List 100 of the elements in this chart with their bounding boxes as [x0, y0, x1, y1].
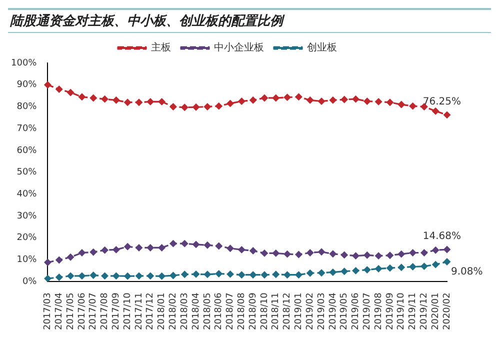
point: [136, 98, 142, 106]
point: [170, 103, 177, 110]
point: [44, 81, 52, 88]
x-tick-label: 2018/02: [168, 292, 179, 330]
point: [295, 271, 302, 278]
point: [67, 272, 74, 280]
x-tick-label: 2018/07: [226, 292, 236, 330]
x-tick-label: 2017/06: [77, 292, 88, 330]
x-tick-label: 2018/06: [214, 292, 224, 330]
legend-label: 创业板: [307, 42, 337, 54]
point: [250, 271, 256, 278]
x-tick-label: 2018/10: [260, 292, 270, 330]
y-tick-label: 50%: [16, 168, 38, 178]
point: [56, 86, 63, 93]
point: [124, 272, 131, 280]
point: [284, 271, 291, 278]
x-tick-label: 2020/01: [430, 292, 441, 330]
point: [147, 272, 154, 280]
point: [238, 271, 246, 278]
point: [340, 268, 348, 275]
point: [147, 98, 154, 106]
point: [352, 252, 360, 260]
point: [295, 93, 302, 100]
point: [398, 101, 405, 108]
point: [226, 100, 234, 107]
data-label: 9.08%: [451, 266, 483, 278]
point: [181, 270, 188, 278]
point: [330, 96, 336, 104]
point: [181, 104, 188, 111]
x-tick-label: 2018/01: [157, 292, 168, 330]
y-tick-label: 20%: [16, 233, 38, 244]
y-tick-label: 100%: [10, 58, 38, 68]
x-tick-label: 2018/08: [237, 292, 248, 330]
point: [204, 242, 211, 249]
point: [56, 274, 63, 281]
x-tick-label: 2017/04: [54, 292, 64, 330]
point: [330, 250, 336, 258]
point: [67, 89, 74, 96]
x-tick-label: 2019/12: [420, 292, 430, 330]
point: [409, 263, 416, 270]
point: [444, 112, 450, 118]
point: [386, 252, 394, 259]
x-tick-label: 2018/09: [248, 292, 258, 330]
point: [90, 94, 97, 102]
x-tick-label: 2018/11: [271, 292, 282, 330]
point: [444, 246, 450, 253]
y-tick-label: 70%: [16, 124, 38, 134]
x-tick-label: 2019/05: [340, 292, 350, 330]
point: [215, 270, 222, 278]
x-tick-label: 2019/11: [408, 292, 418, 330]
point: [44, 275, 52, 282]
point: [56, 256, 63, 264]
point: [226, 270, 234, 278]
point: [44, 258, 52, 266]
point: [272, 94, 280, 102]
y-tick-label: 10%: [16, 255, 38, 266]
x-tick-label: 2017/10: [122, 292, 133, 330]
point: [238, 246, 246, 254]
point: [409, 249, 416, 256]
point: [284, 250, 291, 258]
point: [375, 252, 382, 260]
point: [158, 244, 166, 252]
point: [78, 93, 86, 100]
point: [432, 246, 439, 254]
point: [420, 249, 428, 256]
y-tick-label: 90%: [16, 80, 38, 90]
x-tick-label: 2017/11: [134, 292, 144, 330]
point: [101, 246, 108, 254]
point: [215, 242, 222, 250]
point: [170, 272, 177, 279]
point: [340, 96, 348, 103]
point: [204, 103, 211, 110]
x-tick-label: 2019/02: [305, 292, 316, 330]
point: [78, 272, 86, 280]
x-tick-label: 2018/03: [180, 292, 190, 330]
point: [330, 268, 336, 276]
x-tick-label: 2019/08: [374, 292, 384, 330]
data-label: 14.68%: [422, 231, 461, 242]
point: [101, 96, 108, 102]
point: [432, 108, 439, 114]
point: [136, 272, 142, 280]
x-tick-label: 2017/08: [100, 292, 110, 330]
data-label: 76.25%: [422, 96, 461, 108]
point: [364, 266, 371, 274]
point: [90, 248, 97, 256]
point: [192, 104, 200, 111]
point: [215, 102, 222, 110]
point: [386, 98, 394, 106]
point: [192, 270, 200, 278]
x-tick-label: 2017/12: [146, 292, 156, 330]
point: [238, 98, 246, 105]
point: [250, 247, 256, 254]
point: [112, 246, 120, 254]
point: [398, 250, 405, 258]
x-tick-label: 2019/09: [385, 292, 396, 330]
point: [192, 241, 200, 248]
point: [306, 249, 314, 256]
point: [67, 254, 74, 261]
point: [204, 270, 211, 278]
point: [409, 102, 416, 110]
